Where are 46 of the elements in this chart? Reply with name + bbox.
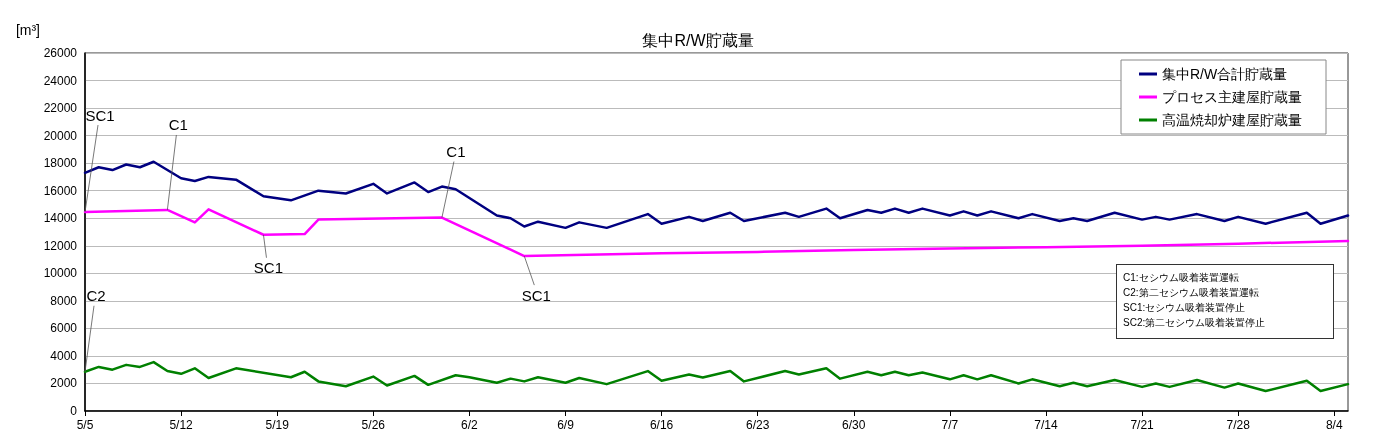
annotation: C2 [86, 287, 106, 305]
legend-label: 高温焼却炉建屋貯蔵量 [1162, 112, 1302, 128]
y-tick-label: 2000 [50, 376, 78, 391]
y-tick-label: 14000 [43, 211, 78, 226]
y-tick-label: 6000 [50, 321, 78, 336]
y-tick-label: 0 [70, 404, 78, 418]
annotation: SC1 [521, 286, 551, 304]
annotation: SC1:セシウム吸着装置停止 [1123, 301, 1247, 315]
x-tick-label: 5/26 [361, 418, 386, 432]
x-tick-label: 5/12 [169, 418, 194, 432]
legend-label: 集中R/W合計貯蔵量 [1162, 66, 1288, 82]
x-tick-label: 6/23 [746, 418, 770, 432]
y-tick-label: 22000 [43, 101, 78, 116]
y-tick-label: 20000 [43, 128, 78, 143]
y-tick-label: 4000 [50, 348, 78, 363]
annotation: C1 [168, 116, 188, 134]
line-series [83, 208, 1350, 258]
y-tick-label: 24000 [43, 73, 78, 88]
annotation: SC1 [253, 259, 284, 277]
y-tick-label: 16000 [43, 183, 78, 198]
annotation: C2:第二セシウム吸着装置運転 [1123, 286, 1260, 300]
x-tick-label: 7/14 [1034, 418, 1058, 432]
y-tick-label: 18000 [43, 156, 78, 171]
x-tick-label: 6/2 [461, 418, 479, 432]
annotation: C1:セシウム吸着装置運転 [1123, 271, 1240, 285]
x-tick-label: 6/9 [557, 418, 575, 432]
line-series [83, 360, 1350, 393]
y-tick-label: 8000 [50, 293, 78, 308]
x-tick-label: 7/7 [941, 418, 959, 432]
x-tick-label: 6/30 [842, 418, 866, 432]
x-tick-label: 8/4 [1325, 418, 1343, 432]
x-tick-label: 6/16 [649, 418, 674, 432]
x-tick-label: 7/28 [1226, 418, 1251, 432]
annotation: C1 [446, 143, 466, 161]
annotation: SC1 [85, 106, 115, 124]
x-tick-label: 7/21 [1130, 418, 1155, 432]
x-tick-label: 5/5 [76, 418, 94, 432]
y-tick-label: 12000 [43, 238, 78, 253]
y-tick-label: 26000 [43, 46, 78, 60]
legend-label: プロセス主建屋貯蔵量 [1162, 89, 1302, 105]
chart-title: 集中R/W貯蔵量 [642, 31, 754, 49]
annotation: SC2:第二セシウム吸着装置停止 [1123, 316, 1267, 330]
y-tick-label: 10000 [43, 266, 78, 281]
line-series [83, 160, 1350, 230]
y-axis-title: [m³] [15, 22, 40, 38]
x-tick-label: 5/19 [265, 418, 290, 432]
